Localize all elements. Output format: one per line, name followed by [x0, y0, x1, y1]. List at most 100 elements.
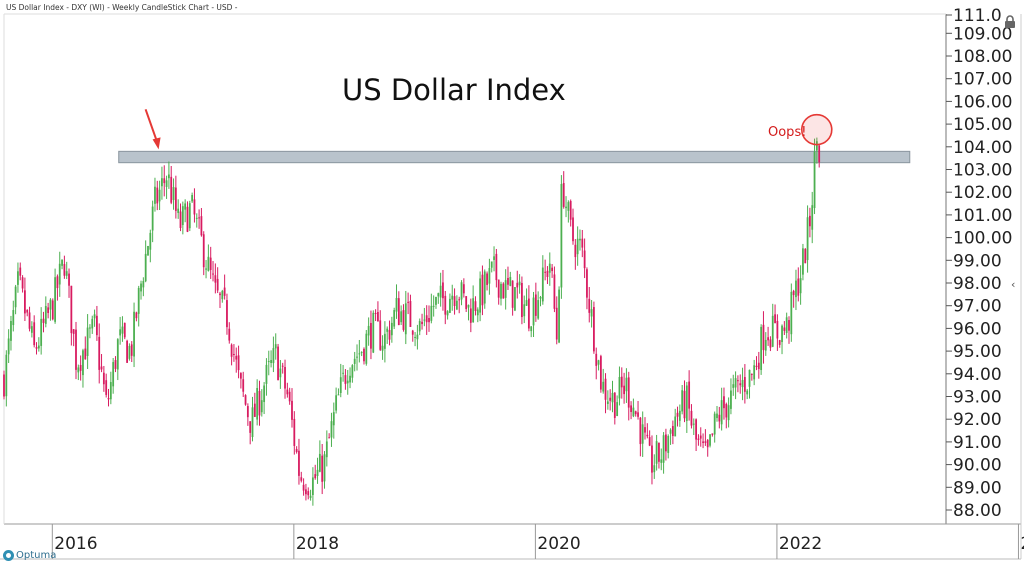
- candle-body: [321, 455, 324, 482]
- candle-body: [590, 309, 593, 317]
- candle-body: [390, 322, 393, 336]
- candle-body: [727, 405, 730, 421]
- candle-body: [627, 377, 630, 408]
- candle-body: [795, 280, 797, 298]
- candle-body: [295, 449, 298, 452]
- candle-body: [753, 365, 756, 380]
- chevron-left-icon[interactable]: ‹: [1011, 278, 1016, 291]
- candle-body: [630, 405, 632, 412]
- candle-body: [130, 344, 133, 356]
- candle-body: [653, 465, 656, 473]
- candle-body: [228, 328, 231, 341]
- candle-body: [606, 401, 609, 404]
- candle-body: [256, 388, 259, 420]
- x-tick-label: 2022: [779, 534, 822, 554]
- candle-body: [681, 390, 684, 412]
- candle-body: [298, 450, 300, 476]
- candle-body: [560, 184, 563, 288]
- candle-body: [776, 320, 779, 339]
- candle-body: [137, 287, 140, 314]
- lock-icon[interactable]: [1003, 15, 1017, 29]
- candle-body: [718, 414, 721, 422]
- candle-body: [109, 382, 112, 400]
- candle-body: [674, 416, 677, 437]
- candle-body: [676, 412, 679, 417]
- candle-body: [54, 277, 56, 322]
- candle-body: [732, 384, 735, 388]
- candle-body: [697, 438, 700, 440]
- y-tick-label: 104.00: [953, 138, 1012, 158]
- candle-body: [309, 495, 312, 498]
- candle-body: [249, 421, 252, 433]
- candle-body: [462, 284, 465, 294]
- candle-body: [165, 180, 168, 187]
- candle-body: [611, 392, 614, 403]
- candle-body: [804, 249, 807, 264]
- x-tick-label: 2016: [54, 534, 97, 554]
- candle-body: [374, 313, 377, 315]
- candle-body: [604, 378, 607, 400]
- candle-body: [216, 278, 219, 291]
- candle-body: [771, 315, 774, 347]
- candle-body: [527, 298, 530, 329]
- candle-body: [518, 281, 521, 286]
- candle-body: [56, 276, 59, 289]
- candle-body: [455, 300, 458, 310]
- candle-body: [730, 390, 732, 409]
- candle-body: [799, 278, 802, 294]
- candle-body: [395, 297, 398, 312]
- candle-body: [618, 377, 621, 399]
- x-axis-ticks: 2016 2018 2020 2022 202: [51, 524, 1024, 559]
- candle-body: [235, 355, 238, 360]
- candle-body: [230, 344, 233, 357]
- candle-body: [423, 319, 426, 321]
- candle-body: [469, 308, 472, 323]
- candle-body: [774, 314, 776, 324]
- candle-body: [281, 365, 284, 367]
- candle-body: [704, 441, 707, 443]
- candle-body: [541, 267, 544, 302]
- plot-area: [4, 14, 946, 524]
- y-tick-label: 101.00: [953, 206, 1012, 226]
- candle-body: [695, 419, 698, 440]
- candle-body: [495, 253, 498, 281]
- candle-body: [239, 373, 242, 379]
- candle-body: [91, 318, 94, 329]
- candle-body: [267, 361, 270, 363]
- candle-body: [114, 360, 117, 369]
- candle-body: [476, 309, 479, 316]
- candle-body: [534, 294, 537, 316]
- candle-body: [383, 333, 386, 349]
- candle-body: [442, 282, 444, 299]
- candle-body: [363, 348, 365, 362]
- candle-body: [263, 385, 266, 403]
- candle-body: [785, 317, 788, 333]
- candle-body: [778, 340, 781, 345]
- candle-body: [453, 296, 456, 306]
- candle-body: [425, 315, 428, 323]
- candle-body: [815, 141, 818, 151]
- candle-body: [24, 290, 26, 314]
- candle-body: [409, 301, 412, 327]
- candle-body: [713, 413, 716, 435]
- y-tick-label: 98.00: [953, 274, 1002, 294]
- candle-body: [411, 330, 414, 335]
- candle-body: [551, 267, 554, 272]
- candle-body: [93, 314, 96, 319]
- candle-body: [620, 376, 623, 388]
- candle-body: [151, 206, 154, 231]
- candle-body: [583, 250, 586, 269]
- candle-body: [660, 459, 663, 463]
- candle-body: [102, 372, 105, 385]
- chart-title: US Dollar Index: [342, 73, 566, 107]
- candle-body: [769, 339, 772, 348]
- candle-body: [95, 315, 98, 336]
- candle-body: [112, 362, 115, 387]
- candle-body: [33, 322, 36, 346]
- candle-body: [179, 211, 182, 228]
- candle-body: [351, 365, 354, 378]
- candle-body: [746, 390, 749, 395]
- candle-body: [685, 385, 688, 421]
